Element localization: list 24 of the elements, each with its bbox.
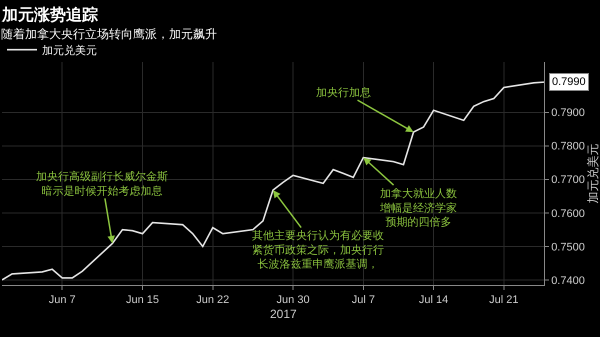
y-tick-label: 0.7900 [551,107,585,120]
x-tick-label: Jun 7 [48,294,76,306]
chart-title: 加元涨势追踪 [1,6,98,24]
line-series [2,81,544,281]
legend-label: 加元兑美元 [42,44,97,58]
y-tick-label: 0.7800 [551,140,585,153]
chart-subtitle: 随着加拿大央行立场转向鹰派，加元飙升 [1,27,217,41]
annotation: 其他主要央行认为有必要收紧货币政策之际，加央行行长波洛兹重申鹰派基调， [252,229,384,271]
annotation: 加央行加息 [316,86,371,99]
x-tick-label: Jul 21 [489,294,519,306]
annotation: 加央行高级副行长威尔金斯暗示是时候开始考虑加息 [36,170,168,198]
x-tick-label: Jul 7 [352,294,375,306]
x-tick-label: Jun 15 [126,294,160,306]
y-tick-label: 0.7500 [551,241,585,254]
x-tick-label: Jun 22 [196,294,230,306]
y-tick-label: 0.7600 [551,208,585,220]
data-label: 0.7990 [552,76,586,88]
x-axis-title: 2017 [270,307,298,321]
annotation: 加拿大就业人数增幅是经济学家预期的四倍多 [379,187,457,229]
y-tick-label: 0.7700 [551,174,585,186]
y-tick-label: 0.7400 [551,274,585,287]
x-tick-label: Jun 30 [276,294,310,306]
x-tick-label: Jul 14 [418,294,448,306]
y-axis-title: 加元兑美元 [586,144,600,204]
